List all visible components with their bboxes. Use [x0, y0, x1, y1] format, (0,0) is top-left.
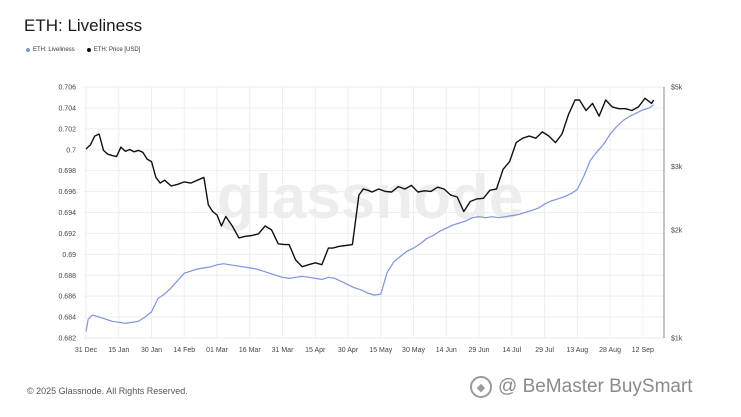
x-tick-label: 13 Aug — [566, 347, 588, 354]
y-left-tick-label: 0.684 — [58, 315, 76, 322]
legend-label-price: ETH: Price [USD] — [93, 47, 141, 53]
y-left-tick-label: 0.692 — [58, 231, 76, 238]
y-left-tick-label: 0.688 — [58, 273, 76, 280]
x-tick-label: 29 Jun — [469, 347, 490, 354]
x-tick-label: 15 Apr — [305, 347, 326, 354]
background-watermark: glassnode — [217, 163, 524, 232]
x-tick-label: 30 Jan — [141, 347, 162, 354]
legend-swatch-liveliness — [26, 48, 30, 52]
chart-title: ETH: Liveliness — [24, 16, 143, 35]
x-tick-label: 14 Feb — [173, 347, 195, 354]
x-tick-label: 14 Jun — [436, 347, 457, 354]
watermark-text: @ BeMaster BuySmart — [498, 376, 693, 397]
y-left-tick-label: 0.7 — [66, 147, 76, 154]
chart-legend: ETH: Liveliness ETH: Price [USD] — [26, 47, 140, 53]
y-left-tick-label: 0.696 — [58, 189, 76, 196]
x-tick-label: 01 Mar — [206, 347, 228, 354]
social-watermark: ◆ @ BeMaster BuySmart — [470, 376, 693, 398]
x-tick-label: 15 Jan — [108, 347, 129, 354]
y-left-tick-label: 0.704 — [58, 105, 76, 112]
series-liveliness-line — [85, 104, 655, 332]
x-tick-label: 16 Mar — [239, 347, 261, 354]
x-tick-label: 15 May — [369, 347, 392, 354]
x-tick-label: 31 Dec — [75, 347, 98, 354]
x-tick-label: 12 Sep — [632, 347, 654, 354]
y-left-tick-label: 0.682 — [58, 336, 76, 343]
x-tick-label: 14 Jul — [502, 347, 521, 354]
x-tick-label: 28 Aug — [599, 347, 621, 354]
axes: 0.682 0.684 0.686 0.688 0.69 0.692 0.694 0.696 0… — [58, 85, 682, 355]
series-lines — [85, 97, 655, 332]
x-tick-label: 29 Jul — [535, 347, 554, 354]
legend-entry-liveliness[interactable]: ETH: Liveliness — [26, 47, 75, 53]
y-right-tick-label: $1k — [671, 336, 683, 343]
legend-entry-price[interactable]: ETH: Price [USD] — [86, 47, 141, 53]
y-left-tick-label: 0.702 — [58, 126, 76, 133]
grid-lines — [84, 86, 664, 339]
y-left-tick-label: 0.69 — [62, 252, 76, 259]
x-tick-label: 30 May — [402, 347, 425, 354]
y-left-tick-label: 0.686 — [58, 294, 76, 301]
x-tick-label: 30 Apr — [338, 347, 359, 354]
y-left-tick-label: 0.706 — [58, 85, 76, 92]
legend-label-liveliness: ETH: Liveliness — [33, 47, 75, 53]
y-left-tick-label: 0.694 — [58, 210, 76, 217]
y-right-tick-label: $5k — [671, 85, 683, 92]
x-tick-label: 31 Mar — [272, 347, 294, 354]
y-right-tick-label: $3k — [671, 164, 683, 171]
series-price-line — [85, 97, 655, 268]
logo-icon: ◆ — [470, 376, 492, 398]
legend-swatch-price — [86, 48, 91, 52]
y-left-tick-label: 0.698 — [58, 168, 76, 175]
copyright-footer: © 2025 Glassnode. All Rights Reserved. — [27, 386, 188, 396]
y-right-tick-label: $2k — [671, 227, 683, 234]
